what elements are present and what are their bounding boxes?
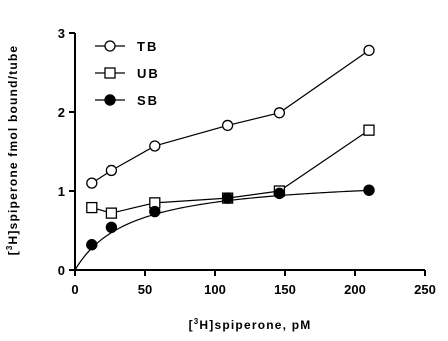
data-point-tb [149,140,161,152]
x-tick-label: 200 [344,282,366,297]
y-tick-label: 1 [58,184,65,199]
legend-marker-tb [104,40,116,52]
x-tick-label: 50 [138,282,152,297]
x-tick-label: 0 [71,282,78,297]
legend-marker-ub [104,67,116,79]
legend: TB UB SB [95,39,160,108]
axes: 0 50 100 150 200 250 0 1 2 3 [58,26,436,297]
data-point-tb [86,177,98,189]
y-tick-label: 2 [58,105,65,120]
x-axis-title: [3H]spiperone, pM [189,317,312,332]
data-point-tb [273,107,286,119]
axis-titles: [3H]spiperone, pM [3H]spiperone fmol boun… [5,45,312,332]
data-point-sb [149,205,161,218]
x-tick-label: 250 [414,282,436,297]
data-point-sb [273,187,286,200]
data-point-ub [363,124,375,136]
y-tick-label: 3 [58,26,65,41]
x-tick-label: 150 [274,282,296,297]
data-point-ub [86,201,98,214]
series-line-tb [91,49,370,184]
data-point-sb [363,184,375,196]
data-point-tb [221,119,234,132]
data-point-ub [105,207,118,219]
data-point-sb [221,192,234,204]
data-point-tb [363,44,375,57]
plot-area [74,44,375,271]
legend-label-sb: SB [137,93,159,108]
data-point-sb [86,239,98,251]
y-tick-label: 0 [58,263,65,278]
legend-label-tb: TB [137,39,158,54]
legend-label-ub: UB [137,66,160,81]
data-point-tb [105,164,118,177]
y-axis-title: [3H]spiperone fmol bound/tube [5,45,20,256]
data-point-sb [105,221,118,234]
legend-marker-sb [104,94,116,106]
x-tick-label: 100 [204,282,226,297]
